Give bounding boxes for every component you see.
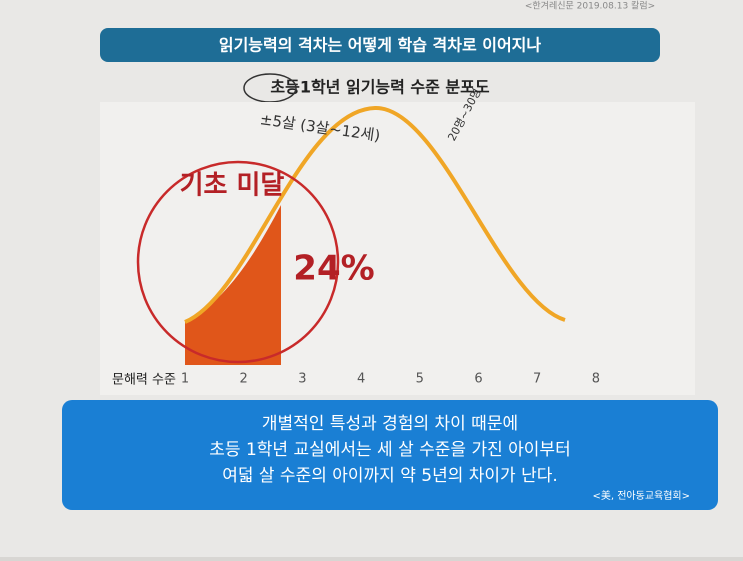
x-tick-label: 5: [416, 372, 424, 387]
x-tick-label: 4: [357, 372, 365, 387]
callout-line: 개별적인 특성과 경험의 차이 때문에: [262, 414, 518, 434]
distribution-curve: [184, 105, 566, 324]
corner-note: <한겨레신문 2019.08.13 칼럼>: [525, 0, 655, 12]
highlight-circle: [136, 160, 340, 364]
x-tick-label: 2: [240, 372, 248, 387]
x-tick-label: 6: [474, 372, 482, 387]
callout-line: 초등 1학년 교실에서는 세 살 수준을 가진 아이부터: [209, 440, 570, 460]
x-tick-label: 1: [181, 372, 189, 387]
x-ticks: 1 2 3 4 5 6 7 8: [181, 372, 600, 387]
header-bar: [100, 28, 660, 62]
x-tick-label: 8: [592, 372, 600, 387]
below-basic-area: [185, 205, 281, 365]
header-title: 읽기능력의 격차는 어떻게 학습 격차로 이어지나: [219, 36, 542, 55]
x-tick-label: 3: [298, 372, 306, 387]
percent-label: 24%: [293, 249, 374, 289]
x-tick-label: 7: [533, 372, 541, 387]
axis-label: 문해력 수준: [112, 373, 176, 388]
callout-box: [62, 400, 718, 510]
figure-title: 초등1학년 읽기능력 수준 분포도: [270, 78, 489, 97]
circle-label: 기초 미달: [180, 171, 285, 201]
callout-line: 여덟 살 수준의 아이까지 약 5년의 차이가 난다.: [222, 466, 558, 486]
callout-source: <美, 전아동교육협회>: [592, 489, 690, 502]
